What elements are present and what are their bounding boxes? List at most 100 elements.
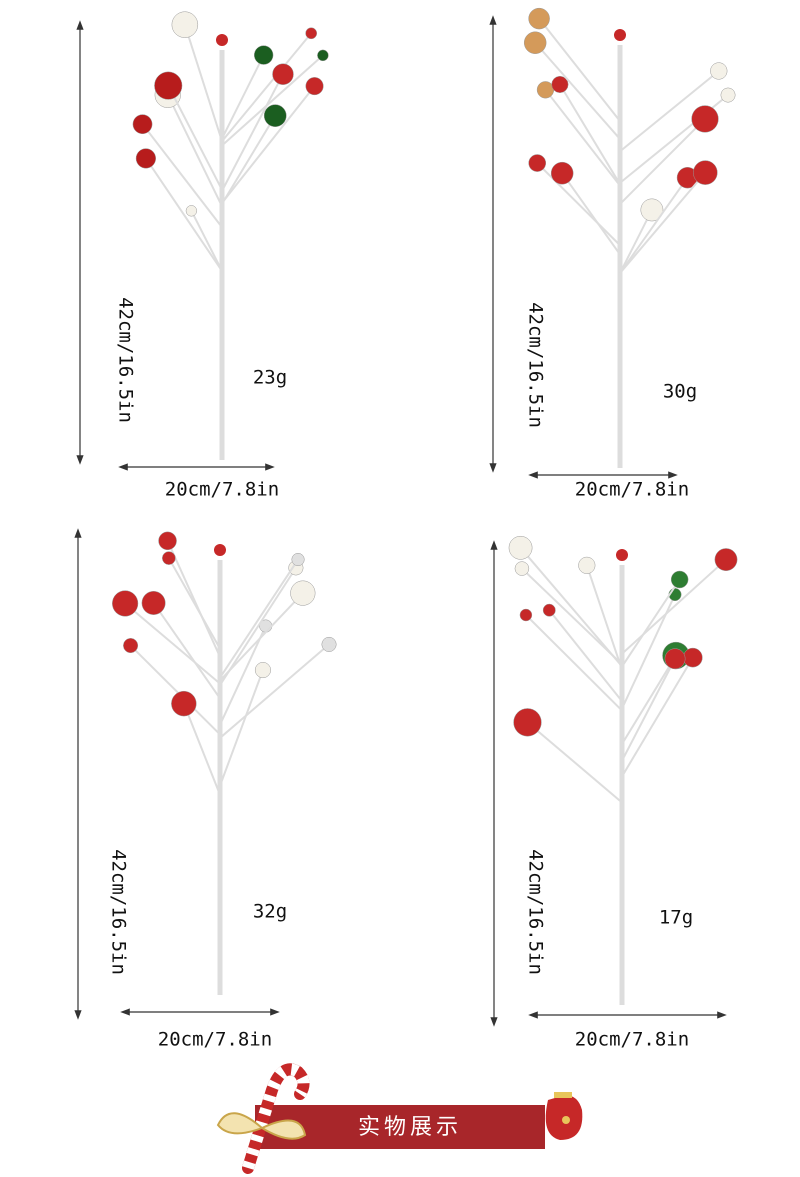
berry [683, 647, 703, 668]
branch [621, 655, 677, 745]
berry [141, 591, 166, 615]
branch [190, 210, 223, 272]
branch [548, 609, 623, 702]
berry [254, 662, 271, 679]
product-panel: 42cm/16.5in 20cm/7.8in 32g [74, 528, 337, 1051]
product-panel: 42cm/16.5in 20cm/7.8in 17g [490, 535, 738, 1051]
banner-title: 实物展示 [358, 1115, 462, 1140]
berry [578, 556, 596, 574]
branch [219, 558, 299, 679]
berry [542, 603, 556, 617]
berry [664, 648, 686, 670]
branch [534, 42, 621, 140]
berry [614, 29, 626, 41]
branch [219, 643, 330, 739]
branch [619, 171, 707, 274]
branch [521, 567, 623, 666]
berry [214, 544, 226, 556]
branch [621, 578, 681, 668]
berry [158, 531, 177, 551]
berry [162, 551, 176, 565]
height-label: 42cm/16.5in [115, 297, 137, 423]
branch [167, 85, 223, 191]
berry [720, 87, 736, 103]
berry [693, 160, 718, 185]
branch [221, 73, 284, 192]
branch [621, 558, 727, 655]
berry [123, 638, 139, 654]
berry [616, 549, 628, 561]
height-label: 42cm/16.5in [108, 849, 130, 975]
berry [272, 63, 294, 85]
berry [514, 561, 530, 576]
height-label: 42cm/16.5in [525, 302, 547, 428]
branch [536, 162, 621, 246]
branch [619, 177, 689, 274]
branch [621, 657, 694, 777]
berry [714, 548, 738, 571]
berry [640, 198, 664, 222]
branch [559, 83, 621, 185]
berry [135, 148, 156, 169]
branch [619, 209, 653, 274]
branch [621, 594, 676, 709]
berry [523, 31, 547, 54]
height-label: 42cm/16.5in [525, 849, 547, 975]
berry [508, 535, 533, 560]
berry [185, 205, 198, 217]
weight-label: 30g [663, 381, 697, 403]
weight-label: 32g [253, 901, 287, 923]
berry [263, 104, 287, 127]
branch [166, 94, 223, 207]
weight-label: 23g [253, 367, 287, 389]
berry [254, 45, 274, 65]
product-panel: 42cm/16.5in 20cm/7.8in 23g [76, 11, 329, 501]
berry [536, 81, 555, 99]
branch [221, 54, 265, 140]
branch [221, 32, 312, 142]
berry [154, 71, 183, 100]
branch [152, 602, 221, 700]
branch [619, 70, 720, 153]
branch [219, 669, 264, 787]
branch [525, 614, 623, 712]
berry [171, 690, 197, 717]
banner: 实物展示 [216, 1063, 583, 1174]
width-label: 20cm/7.8in [575, 479, 689, 501]
banner-bar [255, 1105, 545, 1149]
width-label: 20cm/7.8in [158, 1029, 272, 1051]
branch [182, 703, 221, 796]
berry [670, 570, 689, 589]
branch [166, 540, 221, 658]
branch [538, 17, 621, 122]
branch [124, 602, 221, 685]
branch [544, 89, 621, 187]
berry [513, 708, 542, 737]
berry [528, 7, 550, 30]
berry [710, 62, 728, 80]
product-panel: 42cm/16.5in 20cm/7.8in 30g [489, 7, 736, 501]
berry [132, 114, 153, 135]
branch [221, 54, 324, 147]
branch [619, 118, 706, 205]
width-label: 20cm/7.8in [575, 1029, 689, 1051]
branch [526, 721, 623, 804]
branch [141, 123, 223, 228]
berry [290, 580, 316, 606]
berry [551, 75, 569, 93]
berry [216, 34, 228, 46]
branch [129, 644, 221, 736]
branch [167, 557, 221, 650]
weight-label: 17g [659, 907, 693, 929]
branch [221, 85, 316, 204]
berry [171, 11, 199, 38]
berry [528, 154, 547, 172]
branch [519, 547, 623, 667]
branch [585, 565, 623, 671]
candy-cane [216, 1063, 310, 1174]
branch [219, 567, 297, 686]
berry [519, 608, 533, 622]
branch [221, 115, 277, 205]
branch [561, 172, 621, 256]
berry [291, 552, 305, 567]
